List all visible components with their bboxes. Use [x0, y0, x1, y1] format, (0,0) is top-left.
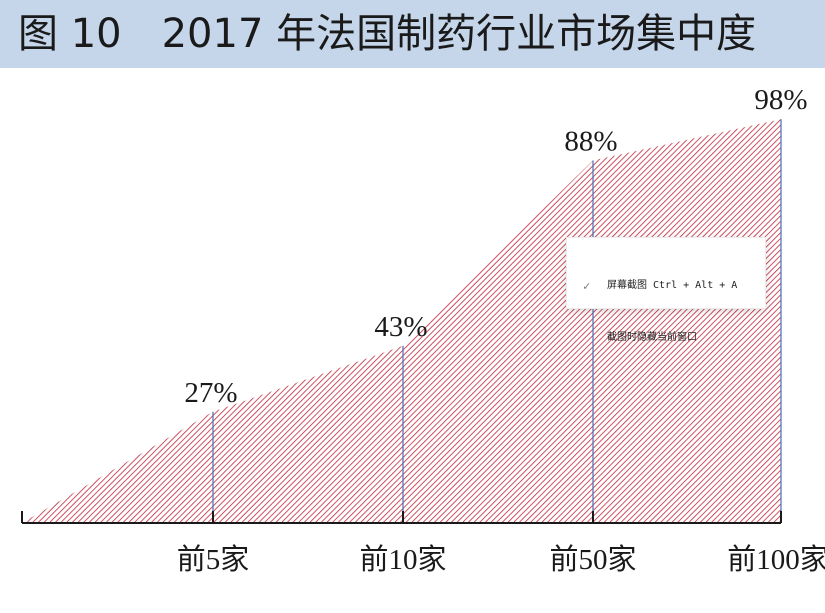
category-label: 前50家 — [549, 543, 636, 576]
chart-title: 图 10 2017 年法国制药行业市场集中度 — [18, 11, 757, 57]
category-label: 前5家 — [177, 543, 250, 576]
menu-item-screenshot[interactable]: 屏幕截图 Ctrl + Alt + A — [567, 247, 765, 291]
category-label: 前10家 — [359, 543, 446, 576]
context-menu: 屏幕截图 Ctrl + Alt + A ✓ 截图时隐藏当前窗口 — [566, 237, 766, 343]
data-label: 27% — [184, 377, 237, 409]
category-label: 前100家 — [727, 543, 825, 576]
menu-item-hide-window-label: 截图时隐藏当前窗口 — [607, 332, 697, 343]
data-label: 88% — [564, 125, 617, 157]
area-series — [22, 119, 781, 523]
data-label: 98% — [754, 84, 807, 116]
title-bar: 图 10 2017 年法国制药行业市场集中度 — [0, 0, 825, 68]
area-chart: 27% 43% 88% 98% 前5家 前10家 前50家 前100家 — [21, 84, 825, 576]
data-label: 43% — [374, 311, 427, 343]
menu-item-screenshot-label: 屏幕截图 Ctrl + Alt + A — [607, 280, 738, 291]
checkmark-icon: ✓ — [583, 279, 591, 293]
menu-item-hide-window[interactable]: ✓ 截图时隐藏当前窗口 — [567, 273, 765, 343]
